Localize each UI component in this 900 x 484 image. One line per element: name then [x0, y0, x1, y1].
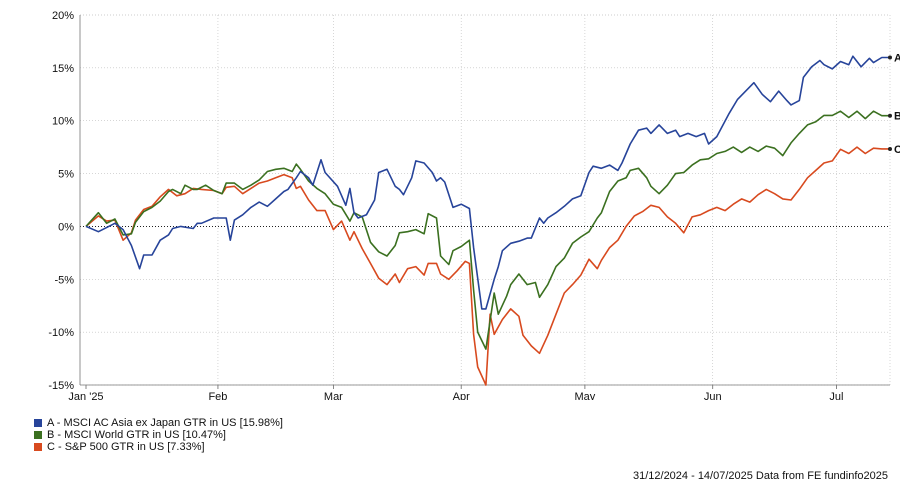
legend: A - MSCI AC Asia ex Japan GTR in US [15.…	[34, 417, 283, 453]
legend-label-c: C - S&P 500 GTR in US [7.33%]	[47, 441, 205, 453]
y-tick-label: 0%	[58, 221, 74, 233]
y-tick-label: 5%	[58, 169, 74, 181]
x-tick-label: May	[575, 391, 596, 400]
end-marker-c	[888, 146, 892, 151]
y-tick-label: -10%	[48, 327, 74, 339]
legend-swatch-b	[34, 431, 42, 439]
series-lines	[85, 55, 890, 386]
end-label-a: A	[894, 52, 900, 64]
y-tick-label: 20%	[52, 10, 74, 22]
end-labels: C B A	[888, 52, 900, 156]
series-line-c	[85, 146, 890, 386]
legend-item-a: A - MSCI AC Asia ex Japan GTR in US [15.…	[34, 417, 283, 429]
legend-item-c: C - S&P 500 GTR in US [7.33%]	[34, 441, 283, 453]
y-tick-label: -15%	[48, 380, 74, 392]
legend-label-a: A - MSCI AC Asia ex Japan GTR in US [15.…	[47, 417, 283, 429]
axes: 20% 15% 10% 5% 0% -5% -10% -15%Jan '25 Feb Mar Apr…	[48, 10, 890, 400]
performance-chart: 20% 15% 10% 5% 0% -5% -10% -15%Jan '25 Feb Mar Apr…	[48, 10, 900, 400]
x-tick-label: Feb	[208, 391, 227, 400]
grid	[80, 14, 891, 386]
y-tick-label: 15%	[52, 63, 74, 75]
legend-swatch-c	[34, 443, 42, 451]
end-marker-a	[888, 55, 892, 60]
series-line-b	[85, 110, 890, 350]
y-tick-label: 10%	[52, 116, 74, 128]
x-tick-label: Mar	[324, 391, 343, 400]
end-label-c: C	[894, 144, 900, 156]
end-marker-b	[888, 113, 892, 118]
legend-label-b: B - MSCI World GTR in US [10.47%]	[47, 429, 226, 441]
x-tick-label: Apr	[453, 391, 470, 400]
x-tick-label: Jul	[829, 391, 843, 400]
x-tick-label: Jan '25	[68, 391, 103, 400]
x-tick-label: Jun	[704, 391, 722, 400]
legend-swatch-a	[34, 419, 42, 427]
y-tick-label: -5%	[54, 274, 74, 286]
series-line-a	[85, 55, 890, 310]
source-note: 31/12/2024 - 14/07/2025 Data from FE fun…	[632, 470, 888, 482]
end-label-b: B	[894, 111, 900, 123]
legend-item-b: B - MSCI World GTR in US [10.47%]	[34, 429, 283, 441]
